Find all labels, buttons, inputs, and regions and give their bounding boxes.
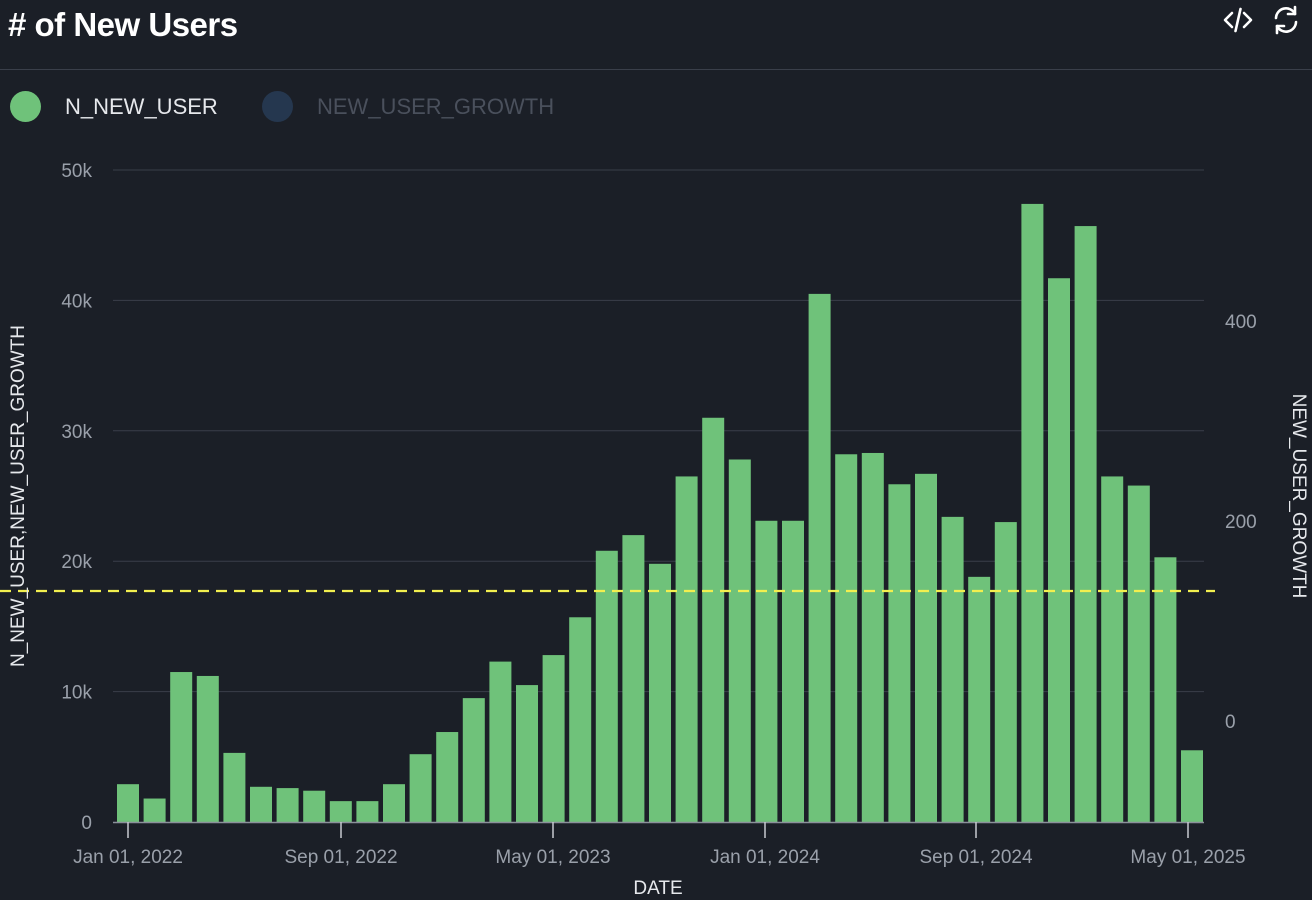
legend-swatch bbox=[262, 91, 293, 122]
bar bbox=[1181, 750, 1203, 822]
bar bbox=[649, 563, 671, 822]
bar bbox=[329, 801, 352, 822]
bar bbox=[968, 576, 991, 822]
bar bbox=[1021, 203, 1044, 823]
bar bbox=[223, 752, 246, 822]
bar bbox=[143, 798, 166, 822]
bar bbox=[516, 685, 538, 822]
bar bbox=[1074, 226, 1097, 822]
bar bbox=[728, 459, 751, 822]
bar bbox=[250, 786, 272, 822]
bar bbox=[702, 417, 725, 822]
bar bbox=[409, 754, 432, 822]
bar bbox=[276, 788, 299, 822]
legend-item-n-new-user[interactable]: N_NEW_USER bbox=[10, 88, 230, 124]
bar bbox=[622, 535, 645, 822]
bar bbox=[941, 516, 964, 822]
x-tick-label: May 01, 2025 bbox=[1130, 847, 1245, 868]
x-tick-label: Sep 01, 2022 bbox=[284, 847, 397, 868]
bar bbox=[489, 661, 512, 822]
bar bbox=[170, 672, 193, 822]
bar bbox=[595, 550, 618, 822]
bar bbox=[569, 617, 592, 822]
bar bbox=[383, 784, 405, 822]
x-axis-title: DATE bbox=[633, 878, 682, 899]
legend-label: NEW_USER_GROWTH bbox=[317, 94, 555, 119]
bar bbox=[1101, 476, 1124, 822]
bar bbox=[462, 698, 485, 822]
y-tick-label: 0 bbox=[81, 813, 92, 834]
refresh-icon[interactable] bbox=[1270, 4, 1302, 36]
legend-label: N_NEW_USER bbox=[65, 94, 218, 119]
bar bbox=[196, 675, 219, 822]
y-tick-label: 20k bbox=[61, 552, 92, 573]
bar bbox=[861, 452, 884, 822]
y-tick-label: 50k bbox=[61, 161, 92, 182]
bar bbox=[1127, 485, 1150, 822]
y2-tick-label: 0 bbox=[1225, 712, 1236, 733]
y2-tick-label: 400 bbox=[1225, 312, 1257, 333]
bar bbox=[356, 801, 379, 822]
y-tick-label: 30k bbox=[61, 422, 92, 443]
x-tick-label: Jan 01, 2024 bbox=[710, 847, 820, 868]
chart-header: # of New Users bbox=[0, 0, 1312, 70]
bar bbox=[755, 520, 778, 822]
legend-item-new-user-growth[interactable]: NEW_USER_GROWTH bbox=[262, 88, 582, 124]
bar bbox=[1048, 278, 1070, 822]
bar bbox=[1154, 557, 1177, 822]
y-axis-title-left: N_NEW_USER,NEW_USER_GROWTH bbox=[8, 325, 29, 667]
x-tick-label: Jan 01, 2022 bbox=[73, 847, 183, 868]
bar bbox=[117, 784, 139, 822]
y2-tick-label: 200 bbox=[1225, 512, 1257, 533]
chart-title: # of New Users bbox=[8, 6, 238, 43]
y-tick-label: 10k bbox=[61, 683, 92, 704]
bar bbox=[436, 732, 459, 822]
bar bbox=[808, 293, 831, 822]
x-tick-label: May 01, 2023 bbox=[495, 847, 610, 868]
bar bbox=[675, 476, 698, 822]
bar bbox=[835, 454, 858, 822]
code-icon[interactable] bbox=[1222, 4, 1254, 36]
y-axis-title-right: NEW_USER_GROWTH bbox=[1288, 394, 1309, 599]
bar bbox=[303, 790, 326, 822]
bar bbox=[782, 520, 804, 822]
bar bbox=[888, 484, 911, 822]
bar bbox=[915, 473, 937, 822]
x-tick-label: Sep 01, 2024 bbox=[919, 847, 1032, 868]
bar bbox=[542, 655, 565, 822]
legend-swatch bbox=[10, 91, 41, 122]
y-tick-label: 40k bbox=[61, 291, 92, 312]
bar bbox=[994, 522, 1017, 822]
